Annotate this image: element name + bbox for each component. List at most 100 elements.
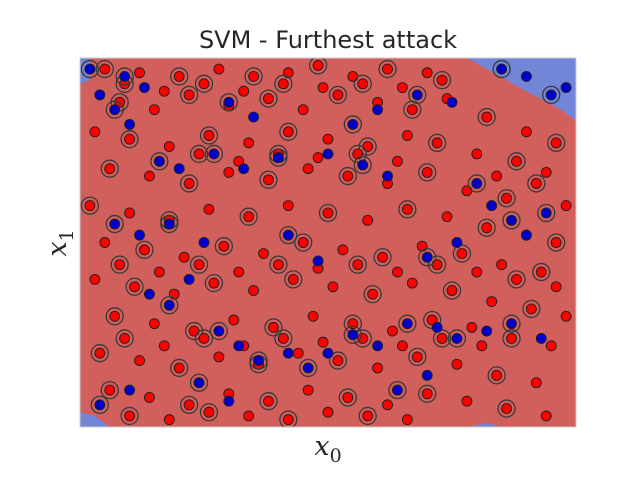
- data-point-marker: [372, 362, 384, 374]
- data-point-marker: [198, 332, 210, 344]
- data-point-marker: [158, 340, 170, 352]
- data-point-class-a: [547, 133, 566, 153]
- support-vector-ring: [338, 166, 357, 186]
- data-point-marker: [183, 273, 195, 285]
- support-vector-ring: [467, 174, 486, 193]
- data-point-marker: [471, 266, 483, 278]
- data-point-class-a: [486, 296, 498, 307]
- data-point-marker: [297, 237, 309, 248]
- data-point-class-b: [299, 358, 318, 378]
- data-point-class-b: [372, 340, 384, 352]
- data-point-marker: [391, 384, 403, 396]
- data-point-marker: [124, 207, 136, 219]
- data-point-marker: [173, 362, 185, 374]
- data-point-marker: [327, 281, 339, 293]
- support-vector-ring: [373, 248, 392, 267]
- data-point-marker: [431, 321, 443, 333]
- data-point-marker: [466, 321, 478, 333]
- data-point-marker: [188, 325, 200, 337]
- data-point-class-a: [477, 107, 496, 127]
- data-point-marker: [282, 229, 294, 241]
- support-vector-ring: [269, 255, 288, 274]
- data-point-marker: [218, 240, 230, 252]
- data-point-marker: [496, 63, 508, 75]
- data-point-marker: [183, 178, 195, 189]
- data-point-class-a: [372, 362, 384, 374]
- data-point-class-b: [447, 329, 467, 348]
- data-point-marker: [506, 214, 517, 226]
- data-point-class-a: [497, 189, 516, 208]
- data-point-marker: [277, 78, 289, 90]
- data-point-class-a: [134, 67, 145, 79]
- region-class-b: [466, 58, 576, 121]
- data-point-marker: [506, 318, 517, 330]
- data-point-marker: [372, 340, 384, 352]
- data-point-marker: [431, 137, 443, 149]
- data-points: [80, 58, 572, 427]
- data-point-marker: [223, 96, 235, 108]
- data-point-class-a: [328, 351, 348, 370]
- data-point-class-a: [134, 355, 145, 367]
- data-point-marker: [421, 67, 433, 79]
- data-point-class-b: [388, 380, 407, 400]
- support-vector-ring: [418, 384, 437, 403]
- support-vector-ring: [90, 344, 109, 363]
- data-point-marker: [277, 332, 289, 344]
- data-point-class-a: [90, 344, 109, 363]
- data-point-marker: [481, 222, 493, 234]
- data-point-marker: [143, 392, 155, 403]
- data-point-class-a: [302, 163, 314, 175]
- support-vector-ring: [497, 399, 516, 418]
- data-point-class-a: [170, 67, 189, 86]
- data-point-marker: [342, 170, 354, 182]
- data-point-marker: [119, 70, 131, 82]
- data-point-class-a: [179, 85, 199, 105]
- support-vector-ring: [194, 329, 214, 348]
- support-vector-ring: [125, 277, 144, 296]
- data-point-class-b: [233, 340, 245, 352]
- data-point-marker: [89, 126, 101, 138]
- data-point-class-b: [219, 93, 238, 112]
- y-axis-label-base: x: [42, 241, 73, 256]
- support-vector-ring: [100, 159, 119, 178]
- data-point-class-b: [492, 59, 511, 79]
- data-point-marker: [282, 347, 294, 359]
- data-point-marker: [451, 358, 463, 370]
- data-point-marker: [263, 93, 274, 105]
- support-vector-ring: [447, 329, 467, 348]
- data-point-marker: [406, 277, 418, 289]
- data-point-class-b: [80, 59, 100, 79]
- support-vector-ring: [522, 299, 541, 319]
- data-point-marker: [158, 85, 170, 97]
- support-vector-ring: [284, 270, 303, 289]
- data-point-class-a: [179, 395, 199, 415]
- support-vector-ring: [199, 126, 219, 145]
- data-point-class-a: [471, 266, 483, 278]
- support-vector-ring: [150, 152, 169, 171]
- data-point-marker: [476, 340, 488, 352]
- data-point-class-a: [476, 340, 488, 352]
- region-class-a: [80, 58, 576, 427]
- support-vector-ring: [527, 174, 546, 193]
- data-point-marker: [396, 340, 408, 352]
- data-point-class-a: [408, 347, 427, 367]
- data-point-marker: [104, 384, 116, 396]
- data-point-marker: [143, 170, 155, 182]
- data-point-marker: [258, 248, 269, 260]
- data-point-class-a: [353, 74, 372, 93]
- support-vector-ring: [259, 392, 278, 411]
- data-point-class-a: [442, 281, 462, 300]
- support-vector-ring: [179, 174, 199, 193]
- data-point-class-b: [542, 85, 561, 105]
- support-vector-ring: [348, 255, 367, 274]
- data-point-marker: [253, 355, 265, 367]
- data-point-marker: [109, 218, 121, 230]
- support-vector-ring: [343, 325, 362, 344]
- data-point-class-a: [282, 200, 294, 212]
- data-point-class-a: [204, 273, 224, 293]
- data-point-class-a: [441, 211, 453, 223]
- data-point-marker: [550, 137, 562, 149]
- support-vector-ring: [179, 85, 199, 105]
- data-point-class-a: [307, 310, 319, 322]
- data-point-marker: [357, 332, 369, 344]
